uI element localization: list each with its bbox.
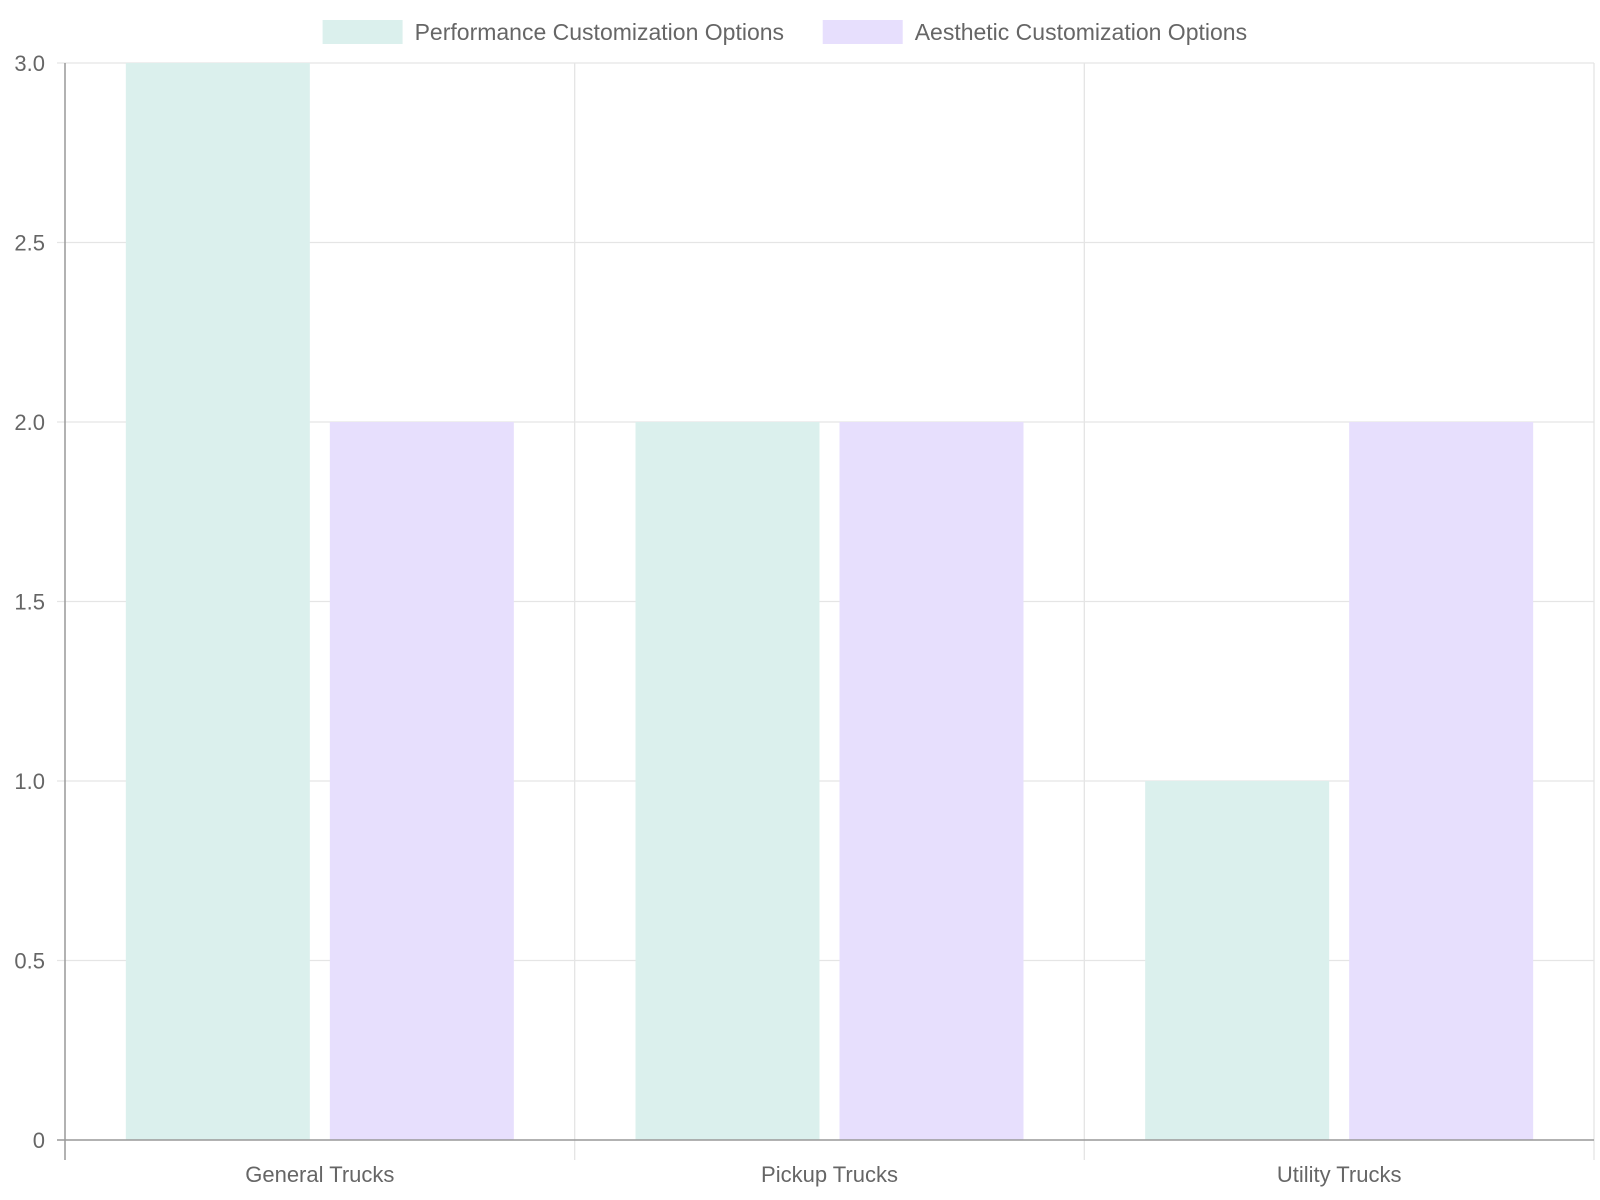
y-tick-label: 1.0: [14, 769, 45, 794]
y-tick-label: 2.5: [14, 231, 45, 256]
x-tick-label: Utility Trucks: [1277, 1162, 1402, 1187]
bar-performance-3[interactable]: [1145, 781, 1330, 1140]
legend-label: Aesthetic Customization Options: [915, 19, 1247, 45]
bar-aesthetic-3[interactable]: [1349, 422, 1534, 1140]
legend-label: Performance Customization Options: [415, 19, 784, 45]
y-tick-label: 1.5: [14, 590, 45, 615]
x-tick-label: Pickup Trucks: [761, 1162, 898, 1187]
x-tick-label: General Trucks: [245, 1162, 394, 1187]
y-tick-label: 0: [33, 1128, 45, 1153]
bar-performance-1[interactable]: [125, 63, 310, 1140]
y-tick-label: 0.5: [14, 949, 45, 974]
grid-lines: [57, 62, 1595, 1160]
legend-item-performance[interactable]: Performance Customization Options: [322, 19, 784, 45]
y-tick-label: 2.0: [14, 410, 45, 435]
legend-swatch: [322, 20, 403, 44]
bars: [125, 63, 1534, 1140]
y-tick-label: 3.0: [14, 51, 45, 76]
bar-performance-2[interactable]: [635, 422, 820, 1140]
bar-aesthetic-2[interactable]: [839, 422, 1024, 1140]
legend[interactable]: Performance Customization Options Aesthet…: [322, 19, 1247, 45]
axes: 0 0.5 1.0 1.5 2.0 2.5 3.0 General Trucks Pickup …: [14, 51, 1594, 1187]
legend-swatch: [822, 20, 903, 44]
legend-item-aesthetic[interactable]: Aesthetic Customization Options: [822, 19, 1247, 45]
bar-aesthetic-1[interactable]: [329, 422, 514, 1140]
